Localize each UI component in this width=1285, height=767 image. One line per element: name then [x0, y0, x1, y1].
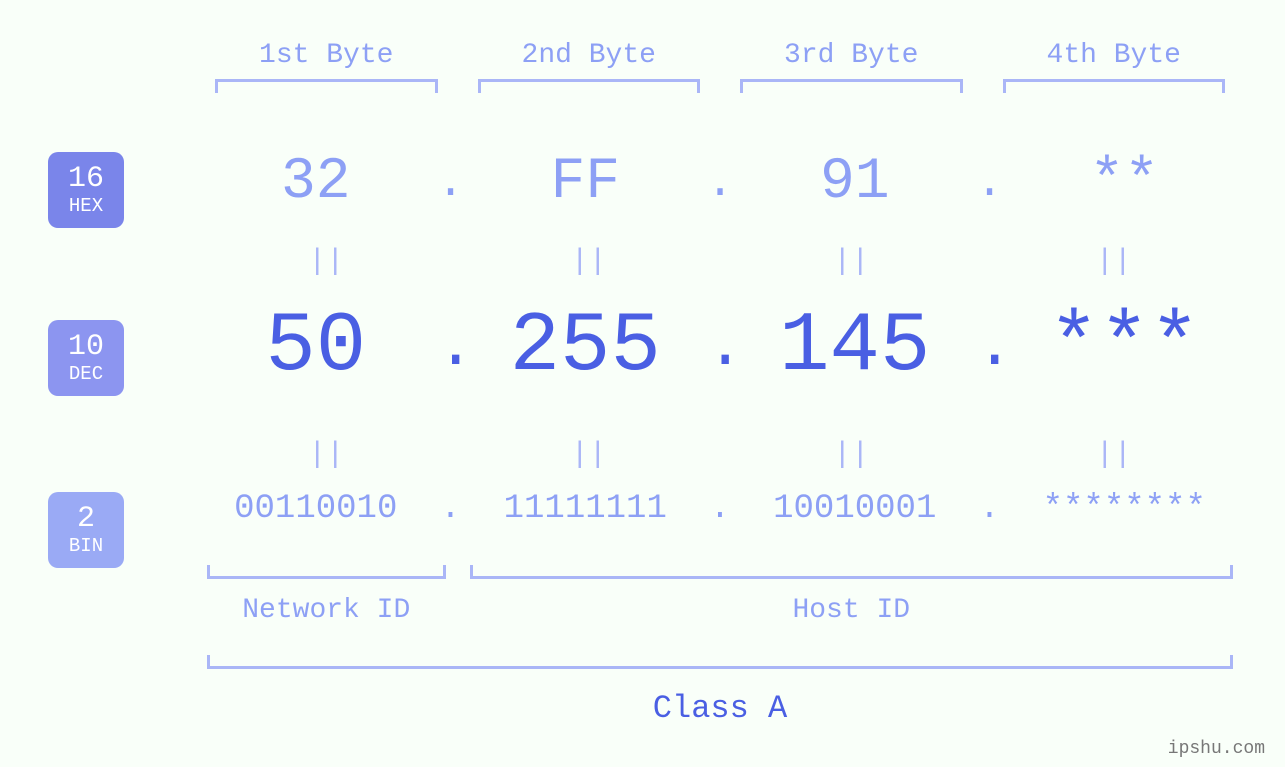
badge-hex: 16 HEX	[48, 152, 124, 228]
byte-header-2: 2nd Byte	[458, 40, 721, 93]
hex-byte-4: **	[1004, 150, 1246, 215]
badge-bin-name: BIN	[48, 536, 124, 557]
bin-dot-1: .	[437, 490, 465, 528]
dec-byte-2: 255	[465, 300, 707, 395]
bracket-top-2	[478, 79, 701, 93]
eq2-1: ||	[195, 438, 458, 472]
byte-header-3: 3rd Byte	[720, 40, 983, 93]
bin-dot-2: .	[706, 490, 734, 528]
bin-byte-4: ********	[1004, 490, 1246, 528]
dec-byte-1: 50	[195, 300, 437, 395]
badge-dec: 10 DEC	[48, 320, 124, 396]
dec-row: 50 . 255 . 145 . ***	[195, 300, 1245, 395]
bracket-top-3	[740, 79, 963, 93]
eq1-1: ||	[195, 245, 458, 279]
equals-row-2: || || || ||	[195, 438, 1245, 472]
hex-dot-1: .	[437, 157, 465, 209]
dec-byte-4: ***	[1004, 300, 1246, 395]
eq1-4: ||	[983, 245, 1246, 279]
badge-dec-name: DEC	[48, 364, 124, 385]
badge-hex-name: HEX	[48, 196, 124, 217]
byte-header-1-text: 1st Byte	[259, 40, 393, 71]
hex-dot-3: .	[976, 157, 1004, 209]
class-bracket	[207, 655, 1233, 669]
eq2-4: ||	[983, 438, 1246, 472]
eq1-2: ||	[458, 245, 721, 279]
bracket-top-1	[215, 79, 438, 93]
network-id-label: Network ID	[195, 595, 458, 626]
byte-headers-row: 1st Byte 2nd Byte 3rd Byte 4th Byte	[195, 40, 1245, 93]
dec-dot-2: .	[706, 312, 734, 384]
badge-bin-num: 2	[48, 503, 124, 536]
equals-row-1: || || || ||	[195, 245, 1245, 279]
bin-dot-3: .	[976, 490, 1004, 528]
bin-byte-2: 11111111	[465, 490, 707, 528]
badge-bin: 2 BIN	[48, 492, 124, 568]
host-id-bracket	[470, 565, 1234, 579]
badge-dec-num: 10	[48, 331, 124, 364]
bracket-top-4	[1003, 79, 1226, 93]
hex-dot-2: .	[706, 157, 734, 209]
byte-header-1: 1st Byte	[195, 40, 458, 93]
dec-byte-3: 145	[734, 300, 976, 395]
byte-header-2-text: 2nd Byte	[522, 40, 656, 71]
bin-row: 00110010 . 11111111 . 10010001 . *******…	[195, 490, 1245, 528]
badge-hex-num: 16	[48, 163, 124, 196]
dec-dot-1: .	[437, 312, 465, 384]
byte-header-3-text: 3rd Byte	[784, 40, 918, 71]
hex-row: 32 . FF . 91 . **	[195, 150, 1245, 215]
bin-byte-1: 00110010	[195, 490, 437, 528]
byte-header-4: 4th Byte	[983, 40, 1246, 93]
network-id-bracket	[207, 565, 446, 579]
eq2-3: ||	[720, 438, 983, 472]
dec-dot-3: .	[976, 312, 1004, 384]
eq2-2: ||	[458, 438, 721, 472]
eq1-3: ||	[720, 245, 983, 279]
hex-byte-3: 91	[734, 150, 976, 215]
hex-byte-2: FF	[465, 150, 707, 215]
host-id-label: Host ID	[458, 595, 1246, 626]
byte-header-4-text: 4th Byte	[1047, 40, 1181, 71]
hex-byte-1: 32	[195, 150, 437, 215]
watermark: ipshu.com	[1168, 739, 1265, 759]
class-label: Class A	[195, 690, 1245, 727]
bin-byte-3: 10010001	[734, 490, 976, 528]
